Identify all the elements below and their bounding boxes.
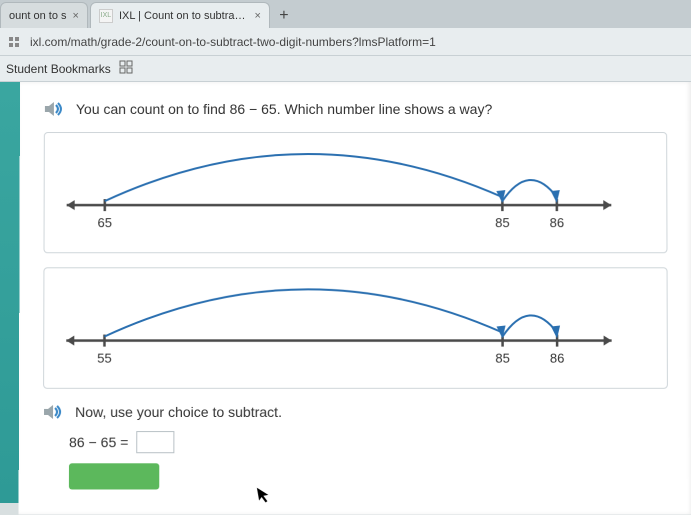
submit-button[interactable] bbox=[69, 463, 159, 489]
tab-strip: ount on to s × IXL IXL | Count on to sub… bbox=[0, 0, 691, 28]
question-line: You can count on to find 86 − 65. Which … bbox=[44, 100, 667, 118]
followup-line: Now, use your choice to subtract. bbox=[43, 403, 668, 421]
browser-tab-1[interactable]: IXL IXL | Count on to subtract two- × bbox=[90, 2, 270, 28]
numberline-option-0[interactable]: 65 85 86 bbox=[43, 132, 667, 253]
svg-text:86: 86 bbox=[550, 351, 565, 365]
equation-row: 86 − 65 = bbox=[69, 431, 668, 453]
speaker-icon[interactable] bbox=[44, 100, 66, 118]
answer-input[interactable] bbox=[136, 431, 174, 453]
bookmarks-label[interactable]: Student Bookmarks bbox=[6, 62, 111, 76]
equation-lhs: 86 − 65 = bbox=[69, 434, 128, 450]
numberline-option-1[interactable]: 55 85 86 bbox=[43, 267, 668, 389]
svg-text:85: 85 bbox=[495, 351, 510, 365]
svg-text:85: 85 bbox=[495, 215, 509, 229]
left-edge-strip bbox=[0, 82, 20, 503]
followup-text: Now, use your choice to subtract. bbox=[75, 404, 282, 420]
svg-text:55: 55 bbox=[97, 351, 112, 365]
question-text: You can count on to find 86 − 65. Which … bbox=[76, 101, 492, 117]
numberline-svg-1: 55 85 86 bbox=[58, 278, 620, 364]
url-text[interactable]: ixl.com/math/grade-2/count-on-to-subtrac… bbox=[30, 35, 685, 49]
svg-text:86: 86 bbox=[550, 215, 565, 229]
site-info-icon[interactable] bbox=[6, 34, 22, 50]
tab-label: ount on to s bbox=[9, 10, 67, 22]
speaker-icon[interactable] bbox=[43, 403, 65, 421]
apps-grid-icon[interactable] bbox=[119, 60, 133, 77]
mouse-cursor-icon bbox=[256, 484, 274, 509]
page-content: You can count on to find 86 − 65. Which … bbox=[19, 82, 691, 515]
new-tab-button[interactable]: + bbox=[272, 4, 296, 28]
browser-tab-0[interactable]: ount on to s × bbox=[0, 2, 88, 28]
tab-label: IXL | Count on to subtract two- bbox=[119, 10, 249, 22]
close-icon[interactable]: × bbox=[255, 10, 261, 22]
numberline-svg-0: 65 85 86 bbox=[59, 143, 620, 229]
close-icon[interactable]: × bbox=[73, 10, 79, 22]
favicon-icon: IXL bbox=[99, 9, 113, 23]
bookmarks-bar: Student Bookmarks bbox=[0, 56, 691, 82]
address-bar: ixl.com/math/grade-2/count-on-to-subtrac… bbox=[0, 28, 691, 56]
svg-text:65: 65 bbox=[97, 215, 112, 229]
